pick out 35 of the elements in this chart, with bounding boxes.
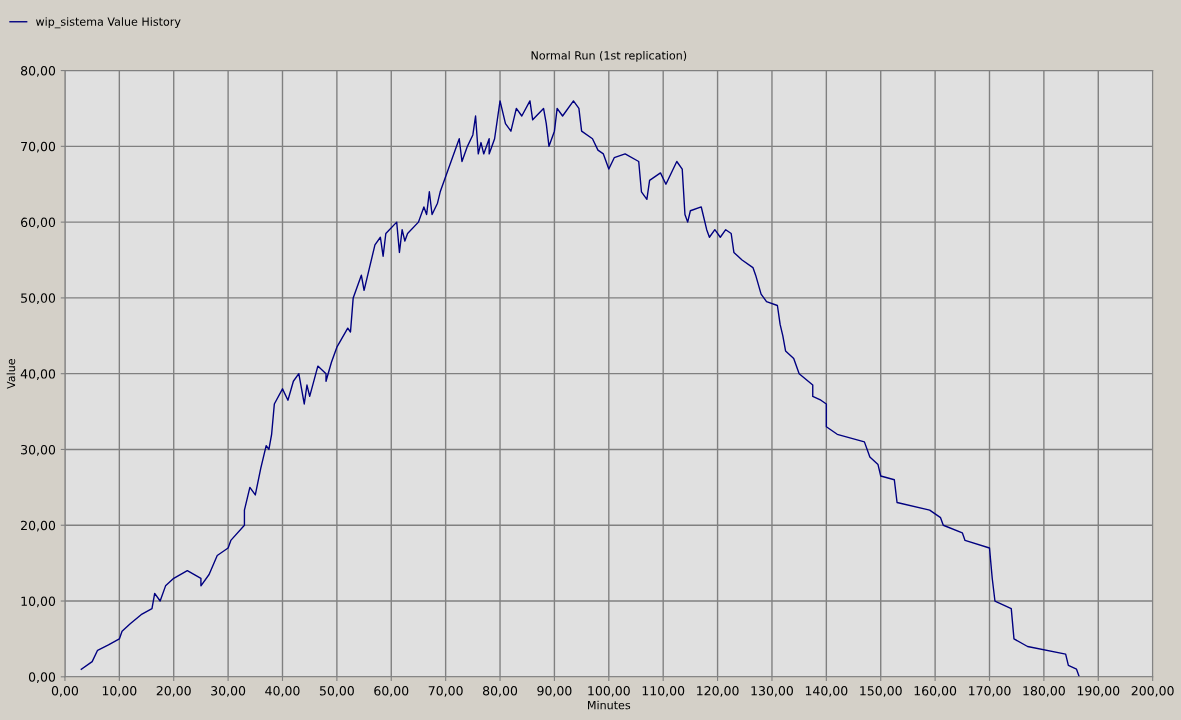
y-tick-label: 20,00 <box>21 520 56 532</box>
x-tick-label: 120,00 <box>697 686 739 697</box>
x-tick-label: 100,00 <box>588 686 630 697</box>
x-tick-label: 190,00 <box>1077 686 1120 697</box>
x-tick-label: 30,00 <box>211 686 246 697</box>
chart-title: Normal Run (1st replication) <box>531 51 687 62</box>
y-tick-label: 30,00 <box>21 444 56 456</box>
x-tick-label: 150,00 <box>860 686 902 697</box>
x-tick-label: 40,00 <box>265 686 300 697</box>
legend-label: wip_sistema Value History <box>36 17 181 29</box>
x-axis-title: Minutes <box>588 700 631 710</box>
y-tick-label: 60,00 <box>21 217 56 229</box>
line-series <box>80 100 1080 677</box>
x-tick-label: 110,00 <box>642 686 685 697</box>
x-tick-label: 90,00 <box>537 686 572 697</box>
x-tick-label: 60,00 <box>374 686 409 697</box>
x-tick-label: 0,00 <box>51 686 79 697</box>
y-axis-title: Value <box>6 359 16 389</box>
x-tick-label: 160,00 <box>914 686 957 697</box>
x-tick-label: 130,00 <box>751 686 793 697</box>
x-tick-label: 70,00 <box>428 686 463 697</box>
x-tick-label: 10,00 <box>102 686 137 697</box>
x-tick-label: 200,00 <box>1131 686 1174 697</box>
x-tick-label: 140,00 <box>805 686 848 697</box>
y-tick-label: 0,00 <box>28 672 56 683</box>
y-tick-label: 80,00 <box>20 66 56 77</box>
y-tick-label: 50,00 <box>21 293 56 305</box>
x-tick-label: 50,00 <box>319 686 354 697</box>
x-tick-label: 20,00 <box>156 686 191 697</box>
y-tick-label: 40,00 <box>20 369 56 380</box>
x-tick-label: 80,00 <box>482 686 518 697</box>
y-tick-label: 70,00 <box>21 141 56 153</box>
x-tick-label: 180,00 <box>1023 686 1065 697</box>
y-tick-label: 10,00 <box>21 596 56 608</box>
x-tick-label: 170,00 <box>969 686 1011 697</box>
